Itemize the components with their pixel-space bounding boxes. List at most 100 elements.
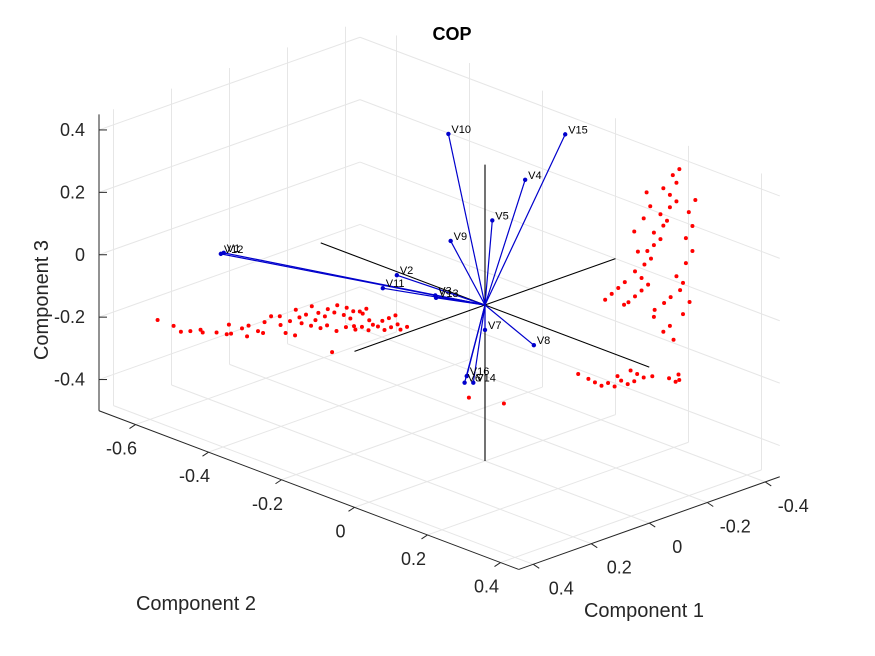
score-point bbox=[261, 330, 266, 335]
y-tick-label: -0.2 bbox=[720, 517, 751, 537]
score-point bbox=[367, 318, 372, 323]
score-point bbox=[325, 307, 330, 312]
x-axis-line bbox=[98, 410, 519, 570]
loading-vector-tip bbox=[448, 238, 453, 244]
loading-vector-label: V15 bbox=[568, 124, 588, 136]
score-point bbox=[364, 306, 369, 311]
score-point bbox=[256, 329, 260, 334]
score-point bbox=[592, 380, 597, 385]
gridline bbox=[98, 161, 361, 256]
x-tick-label: -0.2 bbox=[252, 494, 283, 514]
score-point bbox=[224, 332, 229, 337]
score-point bbox=[599, 383, 604, 388]
loading-vector bbox=[447, 133, 486, 306]
gridline bbox=[359, 99, 780, 259]
chart-title: COP bbox=[432, 24, 471, 44]
score-point bbox=[357, 309, 362, 314]
score-point bbox=[352, 324, 356, 329]
loading-vector-label: V8 bbox=[537, 335, 550, 347]
gridline bbox=[359, 161, 780, 322]
score-point bbox=[318, 326, 323, 331]
score-point bbox=[674, 180, 679, 185]
score-point bbox=[628, 368, 633, 373]
gridline bbox=[113, 405, 534, 565]
score-point bbox=[687, 299, 692, 304]
y-tick bbox=[764, 481, 772, 487]
score-point bbox=[646, 282, 651, 287]
score-point bbox=[642, 262, 647, 267]
score-point bbox=[293, 333, 298, 338]
y-tick bbox=[590, 543, 598, 549]
score-point bbox=[240, 326, 244, 331]
score-point bbox=[661, 329, 666, 334]
score-point bbox=[690, 224, 695, 229]
y-tick bbox=[532, 563, 540, 569]
score-point bbox=[632, 379, 637, 384]
score-point bbox=[322, 314, 327, 319]
score-point bbox=[389, 325, 394, 330]
score-point bbox=[316, 310, 321, 315]
score-point bbox=[586, 376, 591, 381]
score-point bbox=[668, 295, 673, 300]
score-point bbox=[650, 374, 655, 379]
x-tick bbox=[348, 506, 355, 512]
loading-vector bbox=[435, 297, 486, 306]
axes-box bbox=[98, 114, 780, 570]
score-point bbox=[576, 372, 581, 376]
x-tick-label: -0.6 bbox=[106, 439, 137, 459]
gridline bbox=[98, 36, 361, 131]
score-point bbox=[226, 322, 231, 327]
score-point bbox=[662, 300, 667, 305]
loading-vector bbox=[396, 274, 486, 306]
score-point bbox=[330, 350, 335, 355]
score-point bbox=[269, 314, 274, 319]
score-point bbox=[626, 300, 631, 305]
loading-vector-label: V13 bbox=[439, 288, 459, 300]
score-point bbox=[615, 374, 620, 379]
loading-vector-tip bbox=[394, 273, 400, 278]
y-tick-label: 0 bbox=[672, 537, 682, 557]
score-point bbox=[198, 327, 203, 332]
score-point bbox=[681, 312, 685, 317]
score-point bbox=[612, 384, 617, 389]
loading-vector-label: V5 bbox=[495, 210, 508, 222]
score-point bbox=[335, 303, 340, 308]
score-point bbox=[652, 307, 657, 312]
score-point bbox=[622, 280, 627, 285]
score-point bbox=[633, 294, 637, 299]
x-tick-label: 0.2 bbox=[401, 549, 426, 569]
score-point bbox=[393, 313, 398, 318]
loading-vector-tip bbox=[522, 177, 528, 182]
score-point bbox=[690, 249, 695, 253]
score-point bbox=[398, 327, 403, 332]
score-point bbox=[683, 236, 688, 241]
score-point bbox=[262, 320, 267, 325]
score-point bbox=[667, 205, 672, 210]
score-point bbox=[155, 318, 160, 323]
score-point bbox=[332, 310, 337, 315]
score-point bbox=[395, 322, 400, 327]
score-point bbox=[693, 198, 698, 203]
y-tick-label: -0.4 bbox=[778, 496, 809, 516]
loading-vector-tip bbox=[563, 132, 568, 137]
score-point bbox=[677, 167, 682, 172]
loading-vector bbox=[220, 253, 486, 306]
score-point bbox=[382, 327, 387, 332]
score-point bbox=[609, 291, 614, 296]
score-point bbox=[325, 323, 330, 328]
score-point bbox=[246, 323, 251, 328]
score-point bbox=[603, 297, 608, 302]
loading-vector bbox=[484, 304, 535, 346]
x-axis-label: Component 1 bbox=[584, 600, 704, 622]
score-point bbox=[625, 382, 630, 387]
loading-vector-label: V10 bbox=[451, 124, 471, 136]
score-point bbox=[214, 330, 219, 335]
score-point bbox=[671, 337, 676, 342]
gridline bbox=[345, 322, 766, 483]
score-point bbox=[639, 275, 644, 280]
score-point bbox=[619, 378, 624, 383]
loading-vector-label: V1 bbox=[227, 243, 240, 255]
gridline bbox=[287, 343, 708, 503]
loading-vector bbox=[484, 179, 526, 306]
